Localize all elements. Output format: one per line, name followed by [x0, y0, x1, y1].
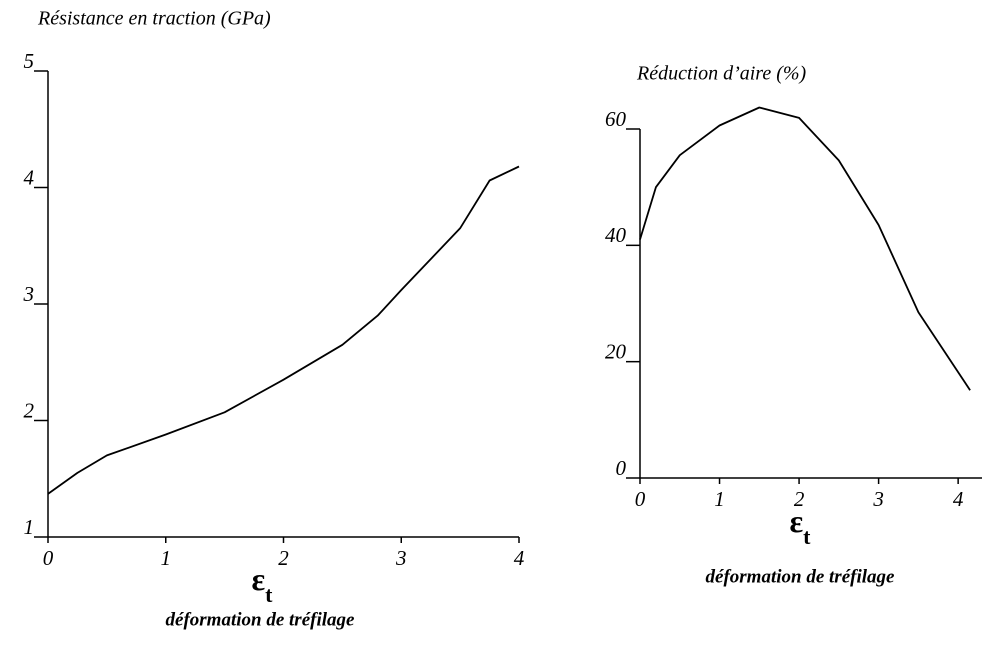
chart-title: Réduction d’aire (%) [636, 63, 807, 85]
x-axis-label: déformation de tréfilage [706, 566, 895, 587]
y-tick-label: 20 [605, 339, 627, 363]
y-tick-label: 5 [24, 49, 35, 73]
y-tick-label: 2 [24, 398, 35, 422]
x-tick-label: 1 [714, 487, 725, 511]
x-symbol-letter: ε [790, 503, 804, 539]
x-axis-label: déformation de tréfilage [166, 609, 355, 630]
y-tick-label: 60 [605, 107, 627, 131]
x-symbol-sub: t [803, 524, 811, 549]
line-series [47, 165, 520, 495]
x-tick-label: 1 [161, 546, 172, 570]
x-symbol: εt [790, 503, 812, 549]
x-tick-label: 4 [953, 487, 964, 511]
x-symbol-letter: ε [252, 561, 266, 597]
x-tick-label: 3 [395, 546, 407, 570]
chart-title: Résistance en traction (GPa) [37, 8, 271, 30]
line-series [639, 106, 971, 391]
x-tick-label: 2 [278, 546, 289, 570]
x-tick-label: 0 [635, 487, 646, 511]
x-tick-label: 4 [514, 546, 525, 570]
y-tick-label: 1 [24, 515, 35, 539]
x-symbol-sub: t [265, 582, 273, 607]
x-tick-label: 3 [872, 487, 884, 511]
y-tick-label: 4 [24, 165, 35, 189]
y-tick-label: 40 [605, 223, 627, 247]
x-tick-label: 0 [43, 546, 54, 570]
y-tick-label: 0 [616, 456, 627, 480]
x-tick-label: 2 [794, 487, 805, 511]
x-symbol: εt [252, 561, 274, 607]
y-tick-label: 3 [23, 282, 35, 306]
